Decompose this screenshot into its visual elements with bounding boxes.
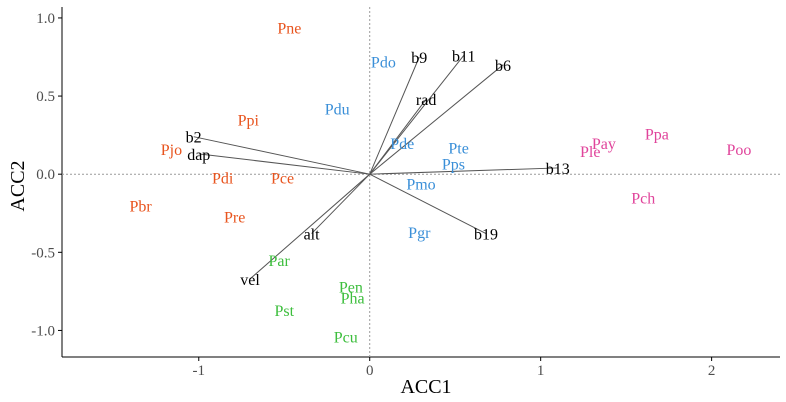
point-Pdo: Pdo	[371, 55, 396, 72]
vector-label-rad: rad	[416, 92, 436, 109]
vector-b2	[193, 136, 370, 175]
vector-label-dap: dap	[187, 147, 210, 164]
y-tick-label: -0.5	[31, 245, 55, 261]
vector-alt	[311, 173, 371, 234]
point-Pmo: Pmo	[406, 177, 435, 194]
vector-dap	[198, 153, 370, 175]
point-Par: Par	[268, 253, 290, 270]
point-Pch: Pch	[631, 191, 655, 208]
vector-b9	[369, 56, 420, 175]
x-tick-label: 2	[708, 363, 716, 379]
point-Pce: Pce	[271, 170, 294, 187]
vector-label-b2: b2	[186, 130, 202, 147]
y-tick-label: -1.0	[31, 323, 55, 339]
vector-b11	[369, 55, 465, 175]
point-Pdi: Pdi	[212, 170, 234, 187]
point-Ple: Ple	[580, 144, 600, 161]
point-Ppi: Ppi	[238, 113, 260, 130]
y-tick-label: 1.0	[36, 11, 55, 27]
axes: -1 0 1 2 -1.0 -0.5 0.0 0.5 1.0	[31, 7, 780, 379]
vector-rad	[369, 98, 427, 175]
point-Pre: Pre	[224, 209, 245, 226]
point-Pps: Pps	[442, 156, 465, 173]
vector-label-alt: alt	[304, 227, 321, 244]
point-Pha: Pha	[341, 291, 365, 308]
point-Ppa: Ppa	[645, 127, 669, 144]
point-Pay: Pay	[592, 136, 616, 153]
x-tick-label: 0	[366, 363, 374, 379]
vector-label-b13: b13	[546, 161, 570, 178]
vector-b13	[369, 167, 558, 175]
vector-b6	[369, 64, 504, 175]
point-Pen: Pen	[339, 280, 363, 297]
point-Pst: Pst	[274, 303, 294, 320]
vector-b19	[369, 173, 487, 235]
point-Pde: Pde	[390, 136, 414, 153]
point-Pgr: Pgr	[408, 225, 431, 242]
point-Pdu: Pdu	[325, 102, 350, 119]
vector-vel	[249, 173, 371, 280]
point-Pcu: Pcu	[334, 330, 358, 347]
vector-label-vel: vel	[240, 272, 260, 289]
point-Poo: Poo	[727, 142, 752, 159]
point-Pjo: Pjo	[161, 142, 182, 159]
y-axis-title: ACC2	[7, 160, 29, 211]
x-tick-label: 1	[537, 363, 545, 379]
vector-label-b6: b6	[495, 58, 511, 75]
point-Pbr: Pbr	[130, 198, 153, 215]
x-tick-label: -1	[193, 363, 206, 379]
point-Pne: Pne	[277, 20, 301, 37]
point-Pte: Pte	[448, 141, 468, 158]
vector-label-b19: b19	[474, 227, 498, 244]
vector-label-b11: b11	[452, 48, 475, 65]
x-axis-title: ACC1	[400, 376, 451, 398]
y-tick-label: 0.0	[36, 167, 55, 183]
y-tick-label: 0.5	[36, 89, 55, 105]
vector-label-b9: b9	[411, 50, 427, 67]
